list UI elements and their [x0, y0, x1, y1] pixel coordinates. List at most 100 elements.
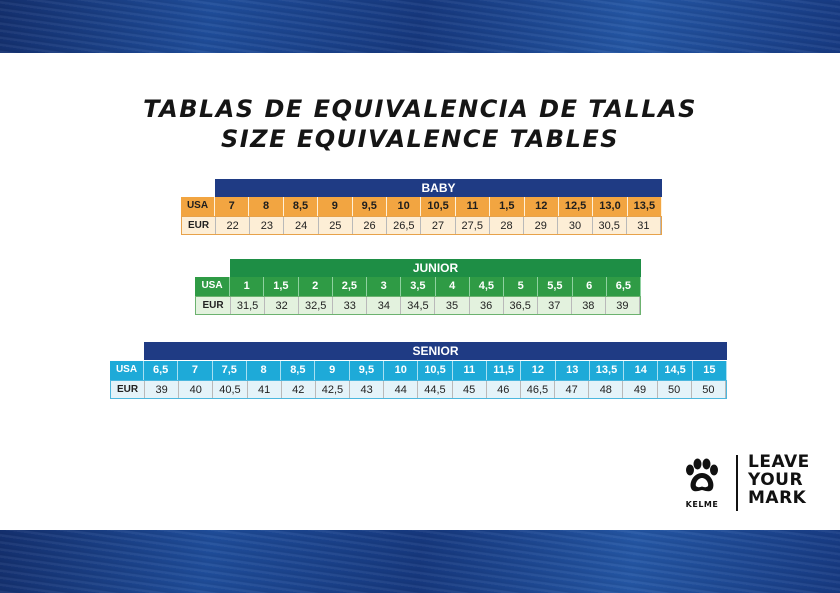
usa-size-cell: 7 — [178, 361, 213, 380]
eur-size-cell: 26 — [353, 217, 388, 234]
slogan-line: YOUR — [748, 470, 804, 490]
kelme-logo: KELME LEAVE YOUR MARK — [680, 453, 830, 515]
eur-size-cell: 39 — [145, 381, 180, 398]
usa-size-cell: 9,5 — [353, 197, 387, 216]
table-header-senior: SENIOR — [144, 342, 727, 360]
usa-row-label: USA — [181, 197, 215, 216]
eur-size-cell: 31 — [627, 217, 662, 234]
usa-size-cell: 10,5 — [418, 361, 453, 380]
eur-size-cell: 46 — [487, 381, 521, 398]
eur-size-cell: 38 — [572, 297, 606, 314]
table-header-junior: JUNIOR — [230, 259, 641, 277]
usa-size-cell: 9,5 — [350, 361, 385, 380]
eur-row: EUR 31,5 32 32,5 33 34 34,5 35 36 36,5 37 38 39 — [195, 296, 641, 315]
usa-size-cell: 3,5 — [401, 277, 436, 296]
usa-size-cell: 1,5 — [490, 197, 525, 216]
eur-size-cell: 40 — [179, 381, 214, 398]
usa-size-cell: 8,5 — [281, 361, 316, 380]
junior-size-table: JUNIOR USA 1 1,5 2 2,5 3 3,5 4 4,5 5 5,5 6 6,5 EUR 31… — [195, 259, 641, 317]
eur-size-cell: 50 — [658, 381, 692, 398]
top-banner — [0, 0, 840, 53]
eur-size-cell: 32,5 — [299, 297, 334, 314]
eur-row-label: EUR — [111, 381, 145, 398]
eur-size-cell: 23 — [250, 217, 285, 234]
usa-size-cell: 13,0 — [593, 197, 628, 216]
usa-size-cell: 13 — [556, 361, 590, 380]
usa-size-cell: 5 — [504, 277, 539, 296]
eur-size-cell: 34,5 — [401, 297, 436, 314]
eur-size-cell: 34 — [367, 297, 402, 314]
eur-size-cell: 48 — [589, 381, 624, 398]
eur-size-cell: 26,5 — [387, 217, 422, 234]
usa-size-cell: 10,5 — [421, 197, 456, 216]
usa-size-cell: 8 — [249, 197, 284, 216]
usa-size-cell: 15 — [693, 361, 728, 380]
eur-size-cell: 30,5 — [593, 217, 627, 234]
usa-size-cell: 7,5 — [213, 361, 247, 380]
usa-size-cell: 9 — [315, 361, 350, 380]
eur-size-cell: 50 — [692, 381, 726, 398]
title-spanish: TABLAS DE EQUIVALENCIA DE TALLAS — [143, 95, 697, 123]
eur-size-cell: 36 — [470, 297, 504, 314]
usa-row: USA 6,5 7 7,5 8 8,5 9 9,5 10 10,5 11 11,5 12 13 13,5 14… — [110, 361, 728, 380]
eur-size-cell: 27,5 — [456, 217, 490, 234]
eur-size-cell: 42,5 — [316, 381, 351, 398]
eur-size-cell: 28 — [490, 217, 525, 234]
eur-size-cell: 43 — [350, 381, 385, 398]
usa-size-cell: 8,5 — [284, 197, 319, 216]
slogan: LEAVE YOUR MARK — [748, 453, 810, 507]
usa-size-cell: 12 — [521, 361, 556, 380]
eur-size-cell: 47 — [555, 381, 590, 398]
table-header-baby: BABY — [215, 179, 662, 197]
eur-size-cell: 46,5 — [521, 381, 556, 398]
usa-row: USA 7 8 8,5 9 9,5 10 10,5 11 1,5 12 12,5 13,0 13,5 — [181, 197, 663, 216]
eur-size-cell: 39 — [606, 297, 640, 314]
usa-size-cell: 11,5 — [487, 361, 522, 380]
usa-size-cell: 10 — [384, 361, 419, 380]
brand-name: KELME — [685, 500, 719, 509]
usa-size-cell: 3 — [367, 277, 402, 296]
usa-size-cell: 6,5 — [144, 361, 179, 380]
title-english: SIZE EQUIVALENCE TABLES — [220, 125, 620, 153]
slogan-line: MARK — [748, 488, 807, 508]
usa-size-cell: 12 — [525, 197, 559, 216]
usa-size-cell: 2 — [299, 277, 333, 296]
usa-size-cell: 11 — [456, 197, 491, 216]
eur-size-cell: 33 — [333, 297, 368, 314]
eur-size-cell: 27 — [421, 217, 456, 234]
eur-size-cell: 41 — [248, 381, 282, 398]
usa-size-cell: 12,5 — [559, 197, 594, 216]
usa-size-cell: 7 — [215, 197, 250, 216]
titles: TABLAS DE EQUIVALENCIA DE TALLAS SIZE EQ… — [0, 94, 840, 154]
eur-size-cell: 49 — [623, 381, 658, 398]
usa-size-cell: 1 — [230, 277, 265, 296]
eur-size-cell: 31,5 — [231, 297, 266, 314]
eur-row-label: EUR — [182, 217, 216, 234]
eur-size-cell: 30 — [558, 217, 593, 234]
eur-size-cell: 44 — [384, 381, 419, 398]
paw-icon — [686, 458, 718, 492]
usa-size-cell: 6 — [573, 277, 607, 296]
usa-size-cell: 8 — [247, 361, 282, 380]
eur-size-cell: 40,5 — [213, 381, 248, 398]
usa-row-label: USA — [110, 361, 144, 380]
senior-size-table: SENIOR USA 6,5 7 7,5 8 8,5 9 9,5 10 10,5 11 11,5 12 1… — [110, 342, 728, 401]
usa-size-cell: 11 — [453, 361, 487, 380]
bottom-banner — [0, 530, 840, 593]
usa-size-cell: 13,5 — [628, 197, 663, 216]
usa-size-cell: 6,5 — [607, 277, 641, 296]
usa-size-cell: 1,5 — [264, 277, 299, 296]
slogan-line: LEAVE — [748, 452, 810, 472]
eur-size-cell: 22 — [216, 217, 251, 234]
eur-size-cell: 36,5 — [504, 297, 538, 314]
eur-size-cell: 42 — [282, 381, 316, 398]
eur-size-cell: 32 — [265, 297, 300, 314]
usa-size-cell: 4,5 — [470, 277, 504, 296]
eur-size-cell: 45 — [453, 381, 487, 398]
eur-size-cell: 25 — [319, 217, 353, 234]
usa-size-cell: 4 — [436, 277, 470, 296]
eur-row-label: EUR — [196, 297, 231, 314]
eur-size-cell: 24 — [284, 217, 319, 234]
usa-size-cell: 2,5 — [333, 277, 367, 296]
eur-size-cell: 37 — [538, 297, 572, 314]
